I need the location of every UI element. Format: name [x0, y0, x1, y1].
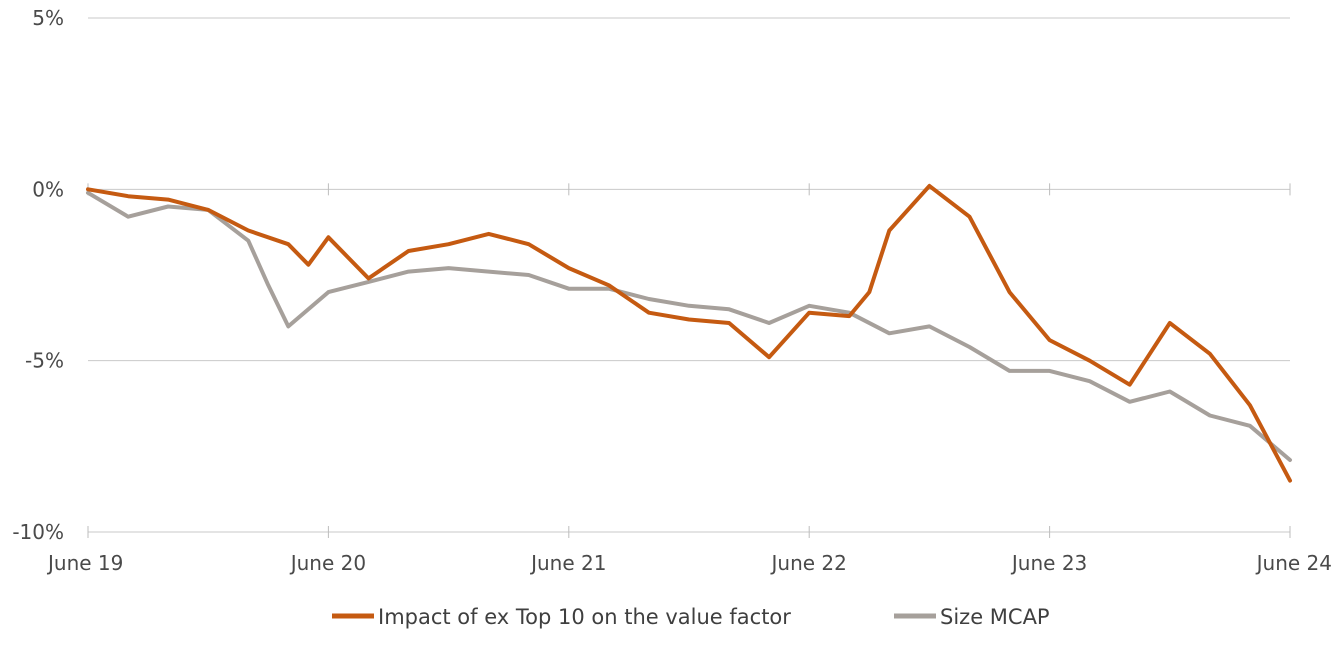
x-axis-tick-labels: June 19 June 20 June 21 June 22 June 23 June … [46, 551, 1332, 575]
legend-label-size-mcap: Size MCAP [940, 605, 1050, 629]
y-tick-label: -5% [25, 349, 64, 373]
x-tick-label: June 20 [289, 551, 366, 575]
x-tick-label: June 23 [1010, 551, 1087, 575]
x-tick-label: June 24 [1255, 551, 1332, 575]
series-lines [86, 183, 1292, 483]
gridlines [88, 17, 1290, 533]
x-tick-label: June 22 [770, 551, 847, 575]
y-tick-label: 0% [32, 177, 64, 201]
series-line-impact [86, 183, 1292, 483]
x-tick-label: June 21 [529, 551, 606, 575]
y-axis-tick-labels: 5% 0% -5% -10% [12, 6, 64, 544]
legend: Impact of ex Top 10 on the value factor … [332, 605, 1050, 629]
series-line-size-mcap [86, 190, 1292, 462]
legend-label-impact: Impact of ex Top 10 on the value factor [378, 605, 791, 629]
y-tick-label: 5% [32, 6, 64, 30]
y-tick-label: -10% [12, 520, 64, 544]
x-tick-label: June 19 [46, 551, 123, 575]
